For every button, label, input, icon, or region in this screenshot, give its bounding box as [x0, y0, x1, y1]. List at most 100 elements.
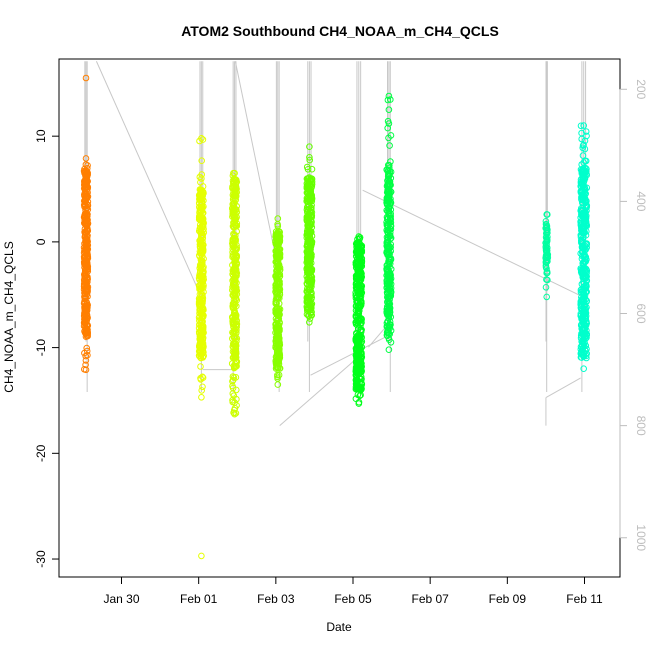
data-point	[544, 251, 552, 258]
data-point	[357, 262, 364, 269]
data-point	[231, 278, 239, 286]
data-point	[229, 378, 236, 385]
data-point	[306, 143, 313, 150]
series-flight-9	[577, 122, 591, 373]
series-flight-8	[542, 211, 552, 301]
data-point	[308, 184, 315, 192]
data-point	[357, 357, 365, 365]
data-point	[543, 268, 551, 275]
data-point	[198, 135, 205, 142]
data-point	[306, 319, 313, 326]
data-point	[199, 373, 206, 381]
data-point	[580, 297, 588, 305]
data-point	[231, 311, 239, 319]
data-point	[199, 136, 207, 143]
data-point	[198, 222, 206, 229]
data-point	[355, 275, 362, 282]
data-point	[231, 399, 238, 406]
data-point	[542, 284, 550, 291]
data-point	[384, 124, 392, 132]
data-point	[232, 288, 239, 295]
data-point	[385, 293, 393, 301]
data-point	[229, 211, 237, 218]
data-point	[357, 282, 365, 290]
data-point	[356, 265, 364, 273]
data-point	[385, 92, 393, 100]
data-point	[581, 192, 588, 200]
data-point	[577, 122, 585, 130]
data-point	[81, 306, 89, 314]
data-point	[198, 171, 205, 178]
data-point	[387, 96, 394, 103]
pressure-transit	[95, 61, 200, 292]
data-point	[305, 185, 312, 192]
data-point	[582, 352, 590, 360]
data-point	[273, 308, 280, 315]
x-tick-label: Jan 30	[103, 592, 139, 606]
data-point	[273, 255, 281, 263]
data-point	[579, 169, 587, 176]
data-point	[83, 347, 91, 355]
data-point	[81, 299, 88, 307]
data-point	[229, 184, 237, 192]
data-point	[304, 217, 311, 225]
data-point	[274, 295, 282, 302]
data-point	[274, 316, 282, 323]
data-point	[543, 293, 551, 301]
data-point	[582, 309, 590, 317]
series-flight-4	[272, 215, 284, 388]
data-point	[232, 245, 239, 252]
data-point	[84, 351, 91, 359]
data-point	[305, 203, 312, 210]
data-point	[385, 297, 392, 305]
data-point	[385, 106, 393, 113]
data-point	[579, 339, 586, 346]
series-flight-5	[303, 143, 316, 326]
data-point	[81, 180, 88, 188]
data-point	[353, 330, 360, 338]
data-point	[355, 400, 363, 407]
data-point	[233, 242, 240, 249]
data-point	[198, 394, 205, 401]
data-point	[275, 248, 283, 255]
data-point	[272, 288, 279, 296]
data-point	[275, 308, 283, 315]
data-point	[578, 135, 586, 143]
data-point	[387, 241, 395, 248]
data-point	[82, 294, 90, 301]
data-point	[308, 192, 315, 199]
data-point	[579, 270, 586, 277]
data-point	[81, 200, 89, 208]
data-point	[197, 274, 205, 281]
data-point	[82, 172, 90, 179]
data-point	[198, 229, 205, 237]
data-point	[386, 304, 394, 312]
data-point	[308, 195, 316, 203]
data-point	[232, 374, 240, 381]
data-point	[384, 222, 391, 229]
data-point	[231, 249, 238, 256]
data-point	[352, 365, 360, 373]
data-point	[231, 221, 238, 228]
data-point	[230, 392, 238, 400]
y-tick-label: -10	[34, 339, 48, 357]
data-point	[196, 206, 204, 214]
data-point	[308, 291, 315, 299]
data-point	[304, 291, 312, 298]
data-point	[384, 215, 391, 222]
chart-title: ATOM2 Southbound CH4_NOAA_m_CH4_QCLS	[181, 23, 499, 39]
plot-frame	[58, 58, 621, 578]
data-point	[275, 262, 282, 270]
data-point	[357, 322, 364, 329]
data-point	[230, 275, 238, 283]
data-point	[387, 271, 395, 279]
data-point	[199, 374, 207, 382]
data-point	[583, 228, 590, 235]
data-point	[358, 255, 366, 262]
data-point	[230, 409, 237, 417]
data-point	[353, 368, 360, 376]
data-point	[387, 222, 395, 230]
data-point	[304, 263, 311, 271]
data-point	[230, 279, 237, 287]
data-point	[579, 196, 587, 203]
